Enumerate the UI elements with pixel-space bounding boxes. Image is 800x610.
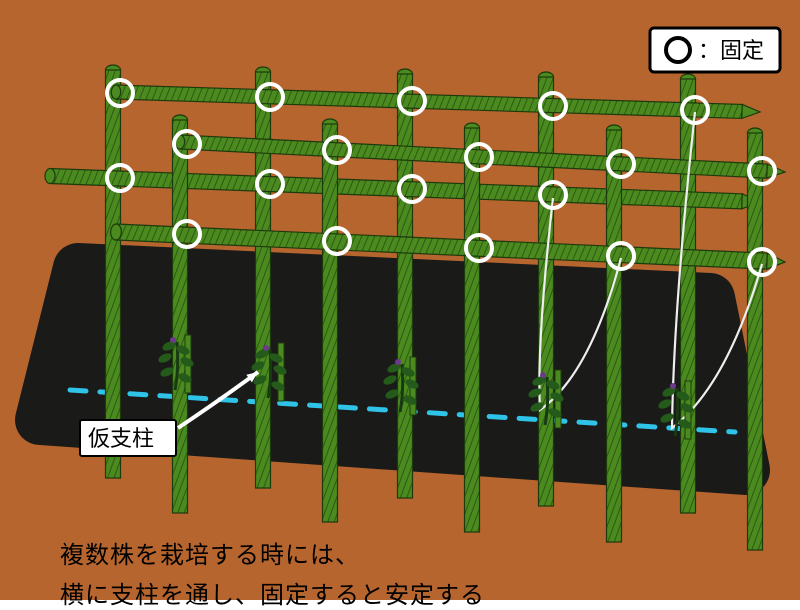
pole-back-0 — [106, 65, 121, 478]
temp-pole-label-text: 仮支柱 — [88, 426, 154, 451]
pole-back-3 — [539, 72, 554, 506]
pole-front-3 — [607, 125, 622, 542]
pole-back-1 — [256, 67, 271, 488]
caption-line-2: 横に支柱を通し、固定すると安定する — [60, 575, 485, 610]
pole-back-2 — [398, 69, 413, 498]
caption-line-1: 複数株を栽培する時には、 — [60, 535, 360, 570]
pole-front-2 — [465, 123, 480, 532]
legend-text: ：固定 — [698, 38, 764, 63]
pole-front-4 — [748, 128, 763, 550]
pole-back-4 — [681, 74, 696, 513]
pole-front-1 — [323, 119, 338, 522]
